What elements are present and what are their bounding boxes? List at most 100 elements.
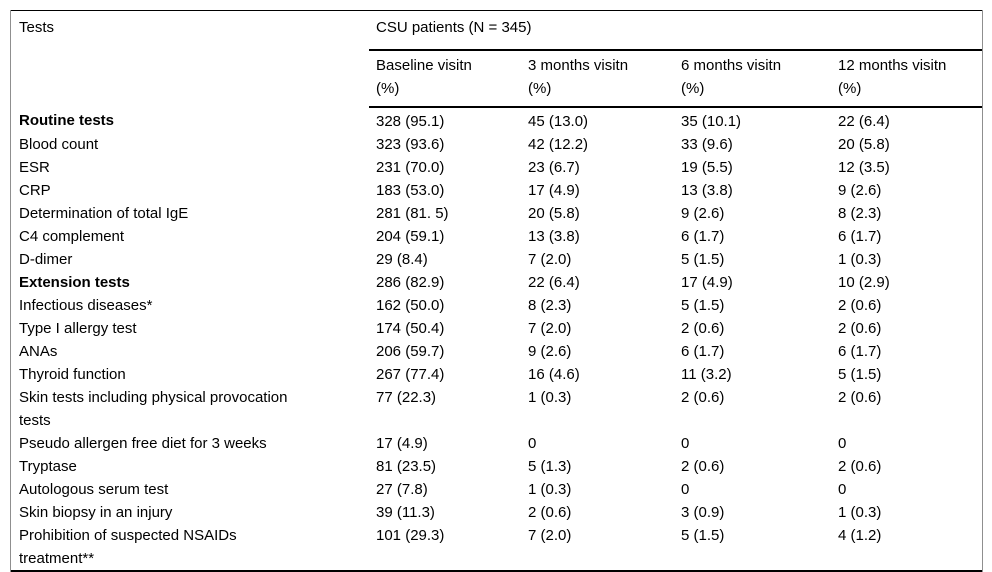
cell-value: 17 (4.9) — [528, 182, 580, 199]
cell-value: 12 (3.5) — [838, 159, 890, 176]
cell-value: 8 (2.3) — [528, 297, 572, 314]
row-label: Autologous serum test — [19, 481, 169, 498]
cell-value: 101 (29.3) — [376, 527, 445, 544]
row-label: Thyroid function — [19, 366, 126, 383]
cell-value: 9 (2.6) — [528, 343, 572, 360]
cell-value: 0 — [838, 481, 847, 498]
cell-value: 281 (81. 5) — [376, 205, 449, 222]
cell-value: 13 (3.8) — [528, 228, 580, 245]
cell-value: 2 (0.6) — [838, 297, 882, 314]
row-label: D-dimer — [19, 251, 73, 268]
table-row: D-dimer 29 (8.4) 7 (2.0) 5 (1.5) 1 (0.3) — [11, 248, 982, 271]
cell-value: 328 (95.1) — [376, 113, 445, 130]
table-row: Routine tests 328 (95.1) 45 (13.0) 35 (1… — [11, 107, 982, 133]
cell-value: 4 (1.2) — [838, 527, 882, 544]
table-row: C4 complement 204 (59.1) 13 (3.8) 6 (1.7… — [11, 225, 982, 248]
cell-value: 0 — [528, 435, 537, 452]
cell-value: 42 (12.2) — [528, 136, 589, 153]
cell-value: 17 (4.9) — [681, 274, 733, 291]
cell-value: 22 (6.4) — [528, 274, 580, 291]
table-row: ESR 231 (70.0) 23 (6.7) 19 (5.5) 12 (3.5… — [11, 156, 982, 179]
cell-value: 81 (23.5) — [376, 458, 437, 475]
row-label: Pseudo allergen free diet for 3 weeks — [19, 435, 267, 452]
row-label: Extension tests — [19, 274, 130, 291]
cell-value: 1 (0.3) — [528, 481, 572, 498]
cell-value: 77 (22.3) — [376, 389, 437, 406]
cell-value: 35 (10.1) — [681, 113, 742, 130]
cell-value: 23 (6.7) — [528, 159, 580, 176]
cell-value: 2 (0.6) — [681, 320, 725, 337]
cell-value: 2 (0.6) — [681, 389, 725, 406]
row-label: ESR — [19, 159, 50, 176]
cell-value: 45 (13.0) — [528, 113, 589, 130]
cell-value: 20 (5.8) — [528, 205, 580, 222]
row-label: Type I allergy test — [19, 320, 137, 337]
cell-value: 2 (0.6) — [838, 320, 882, 337]
cell-value: 1 (0.3) — [838, 251, 882, 268]
table-row: Skin biopsy in an injury 39 (11.3) 2 (0.… — [11, 501, 982, 524]
cell-value: 5 (1.5) — [681, 527, 725, 544]
cell-value: 22 (6.4) — [838, 113, 890, 130]
row-label: Infectious diseases* — [19, 297, 153, 314]
cell-value: 5 (1.5) — [681, 251, 725, 268]
table-row: Autologous serum test 27 (7.8) 1 (0.3) 0… — [11, 478, 982, 501]
cell-value: 5 (1.5) — [681, 297, 725, 314]
cell-value: 29 (8.4) — [376, 251, 428, 268]
table-row: Type I allergy test 174 (50.4) 7 (2.0) 2… — [11, 317, 982, 340]
row-label: Routine tests — [19, 112, 115, 129]
row-label: Skin biopsy in an injury — [19, 504, 173, 521]
table-row: Extension tests 286 (82.9) 22 (6.4) 17 (… — [11, 271, 982, 294]
cell-value: 162 (50.0) — [376, 297, 445, 314]
table-row: Blood count 323 (93.6) 42 (12.2) 33 (9.6… — [11, 133, 982, 156]
cell-value: 16 (4.6) — [528, 366, 580, 383]
column-header-3-months: 3 months visitn (%) — [521, 50, 674, 108]
cell-value: 27 (7.8) — [376, 481, 428, 498]
cell-value: 286 (82.9) — [376, 274, 445, 291]
row-label: Determination of total IgE — [19, 205, 189, 222]
table-frame: Tests CSU patients (N = 345) Baseline vi… — [10, 10, 983, 572]
cell-value: 6 (1.7) — [681, 343, 725, 360]
cell-value: 10 (2.9) — [838, 274, 890, 291]
table-row: Prohibition of suspected NSAIDs treatmen… — [11, 524, 982, 571]
column-header-baseline: Baseline visitn (%) — [369, 50, 521, 108]
table-row: Determination of total IgE 281 (81. 5) 2… — [11, 202, 982, 225]
table-row: ANAs 206 (59.7) 9 (2.6) 6 (1.7) 6 (1.7) — [11, 340, 982, 363]
cell-value: 9 (2.6) — [838, 182, 882, 199]
table-row: CRP 183 (53.0) 17 (4.9) 13 (3.8) 9 (2.6) — [11, 179, 982, 202]
cell-value: 1 (0.3) — [528, 389, 572, 406]
row-label: Blood count — [19, 136, 99, 153]
table-row: Infectious diseases* 162 (50.0) 8 (2.3) … — [11, 294, 982, 317]
cell-value: 0 — [681, 435, 690, 452]
row-label: CRP — [19, 182, 51, 199]
cell-value: 0 — [681, 481, 690, 498]
tests-table: Tests CSU patients (N = 345) Baseline vi… — [11, 10, 982, 572]
cell-value: 6 (1.7) — [838, 228, 882, 245]
column-header-6-months: 6 months visitn (%) — [674, 50, 831, 108]
cell-value: 7 (2.0) — [528, 251, 572, 268]
cell-value: 2 (0.6) — [681, 458, 725, 475]
cell-value: 183 (53.0) — [376, 182, 445, 199]
table-row: Tryptase 81 (23.5) 5 (1.3) 2 (0.6) 2 (0.… — [11, 455, 982, 478]
cell-value: 33 (9.6) — [681, 136, 733, 153]
cell-value: 7 (2.0) — [528, 527, 572, 544]
cell-value: 8 (2.3) — [838, 205, 882, 222]
cell-value: 174 (50.4) — [376, 320, 445, 337]
group-column-header: CSU patients (N = 345) — [369, 10, 982, 51]
cell-value: 9 (2.6) — [681, 205, 725, 222]
row-label: C4 complement — [19, 228, 125, 245]
row-label: Tryptase — [19, 458, 77, 475]
cell-value: 17 (4.9) — [376, 435, 428, 452]
cell-value: 2 (0.6) — [838, 458, 882, 475]
tests-column-header: Tests — [19, 19, 55, 36]
column-header-12-months: 12 months visitn (%) — [831, 50, 982, 108]
cell-value: 11 (3.2) — [681, 366, 732, 383]
cell-value: 19 (5.5) — [681, 159, 733, 176]
cell-value: 13 (3.8) — [681, 182, 733, 199]
cell-value: 20 (5.8) — [838, 136, 890, 153]
cell-value: 39 (11.3) — [376, 504, 435, 521]
cell-value: 323 (93.6) — [376, 136, 445, 153]
cell-value: 231 (70.0) — [376, 159, 445, 176]
row-label: Prohibition of suspected NSAIDs treatmen… — [19, 527, 237, 567]
visit-header-row: Baseline visitn (%) 3 months visitn (%) … — [11, 50, 982, 108]
